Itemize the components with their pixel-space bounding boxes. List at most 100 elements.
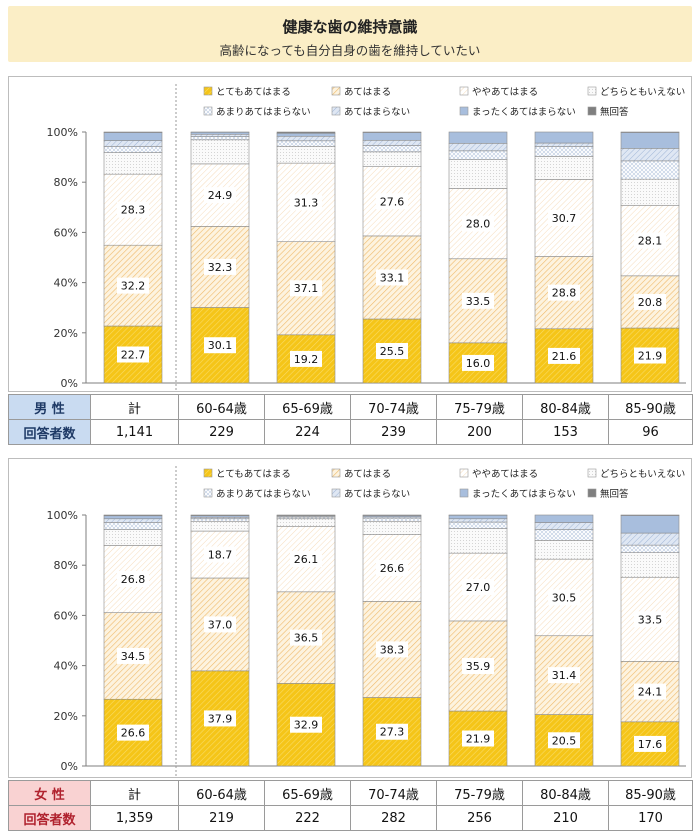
- chart-subtitle: 高齢になっても自分自身の歯を維持していたい: [219, 43, 481, 58]
- data-label-bg: [117, 571, 149, 588]
- data-label-bg: [634, 611, 666, 628]
- data-label-bg: [634, 735, 666, 752]
- data-label-bg: [290, 350, 322, 367]
- bar-segment: [276, 518, 336, 527]
- legend-swatch: [331, 86, 341, 96]
- data-label-bg: [462, 730, 494, 747]
- data-label: 21.9: [638, 350, 663, 363]
- y-tick-label: 80%: [54, 176, 78, 189]
- data-label: 27.3: [380, 726, 405, 739]
- legend-label: とてもあてはまる: [216, 87, 291, 98]
- data-label: 25.5: [380, 345, 405, 358]
- category-label: 60-64歳: [178, 780, 265, 806]
- bar-segment: [620, 148, 680, 162]
- legend-label: まったくあてはまらない: [472, 107, 576, 118]
- legend-swatch: [459, 488, 469, 498]
- legend-swatch: [331, 106, 341, 116]
- category-label: 85-90歳: [608, 780, 693, 806]
- legend-label: あてはまらない: [344, 107, 410, 118]
- data-label: 17.6: [638, 738, 663, 751]
- bar-segment: [276, 132, 336, 137]
- bar-segment: [620, 131, 680, 133]
- legend-label: あてはまる: [344, 87, 391, 98]
- legend-swatch: [587, 106, 597, 116]
- y-tick-label: 0%: [61, 760, 78, 773]
- data-label: 31.3: [294, 196, 319, 209]
- legend-swatch: [587, 468, 597, 478]
- data-label-bg: [376, 193, 408, 210]
- bar-segment: [534, 131, 594, 144]
- data-label: 26.6: [380, 562, 405, 575]
- legend-label: ややあてはまる: [472, 87, 538, 98]
- bar-segment: [534, 142, 594, 147]
- category-label: 70-74歳: [350, 780, 437, 806]
- data-label-bg: [290, 716, 322, 733]
- data-label-bg: [462, 292, 494, 309]
- data-label: 28.8: [552, 287, 577, 300]
- data-label: 28.1: [638, 235, 663, 248]
- data-label-bg: [117, 647, 149, 664]
- category-label: 85-90歳: [608, 394, 693, 420]
- bar-segment: [362, 517, 422, 522]
- data-label-bg: [290, 280, 322, 297]
- legend-swatch: [331, 488, 341, 498]
- bar-segment: [362, 151, 422, 167]
- legend-label: あまりあてはまらない: [216, 107, 311, 118]
- y-tick-label: 60%: [54, 226, 78, 239]
- bar-segment: [190, 131, 250, 135]
- bar-segment: [190, 139, 250, 165]
- bar-segment: [362, 145, 422, 153]
- data-label: 26.6: [121, 727, 146, 740]
- data-label: 32.9: [294, 719, 319, 732]
- bar-segment: [276, 131, 336, 134]
- legend-swatch: [203, 488, 213, 498]
- category-label: 75-79歳: [436, 394, 523, 420]
- bar-segment: [620, 132, 680, 149]
- bar-segment: [103, 522, 163, 530]
- bar-segment: [620, 160, 680, 180]
- data-label-bg: [462, 354, 494, 371]
- respondent-count: 239: [350, 419, 437, 445]
- y-tick-label: 40%: [54, 277, 78, 290]
- data-label-bg: [204, 710, 236, 727]
- category-label: 70-74歳: [350, 394, 437, 420]
- data-label-bg: [548, 667, 580, 684]
- data-label: 20.5: [552, 734, 577, 747]
- bar-segment: [103, 152, 163, 175]
- legend-label: とてもあてはまる: [216, 469, 291, 480]
- category-label: 80-84歳: [522, 394, 609, 420]
- data-label: 16.0: [466, 357, 491, 370]
- y-tick-label: 40%: [54, 660, 78, 673]
- data-label: 21.6: [552, 350, 577, 363]
- category-label: 65-69歳: [264, 394, 351, 420]
- bar-segment: [620, 552, 680, 578]
- respondent-count: 96: [608, 419, 693, 445]
- legend-label: あてはまる: [344, 469, 391, 480]
- data-label-bg: [117, 724, 149, 741]
- chart-header: 健康な歯の維持意識 高齢になっても自分自身の歯を維持していたい: [8, 6, 692, 62]
- data-label: 32.3: [208, 261, 233, 274]
- bar-segment: [534, 540, 594, 560]
- y-tick-label: 100%: [47, 509, 78, 522]
- data-label: 27.0: [466, 581, 491, 594]
- female-category-row: 女 性 計 60-64歳 65-69歳 70-74歳 75-79歳 80-84歳…: [8, 780, 693, 806]
- bar-segment: [362, 514, 422, 516]
- legend-label: 無回答: [600, 106, 629, 118]
- data-label: 36.5: [294, 632, 319, 645]
- legend-swatch: [203, 86, 213, 96]
- respondent-count: 200: [436, 419, 523, 445]
- bar-segment: [448, 159, 508, 189]
- legend-swatch: [459, 468, 469, 478]
- data-label: 35.9: [466, 660, 491, 673]
- data-label-bg: [117, 201, 149, 218]
- y-tick-label: 100%: [47, 126, 78, 139]
- data-label: 18.7: [208, 549, 233, 562]
- respondents-label: 回答者数: [8, 805, 91, 831]
- data-label-bg: [634, 232, 666, 249]
- category-label: 計: [90, 394, 179, 420]
- data-label: 37.9: [208, 712, 233, 725]
- category-label: 65-69歳: [264, 780, 351, 806]
- bar-segment: [620, 515, 680, 534]
- bar-segment: [448, 150, 508, 160]
